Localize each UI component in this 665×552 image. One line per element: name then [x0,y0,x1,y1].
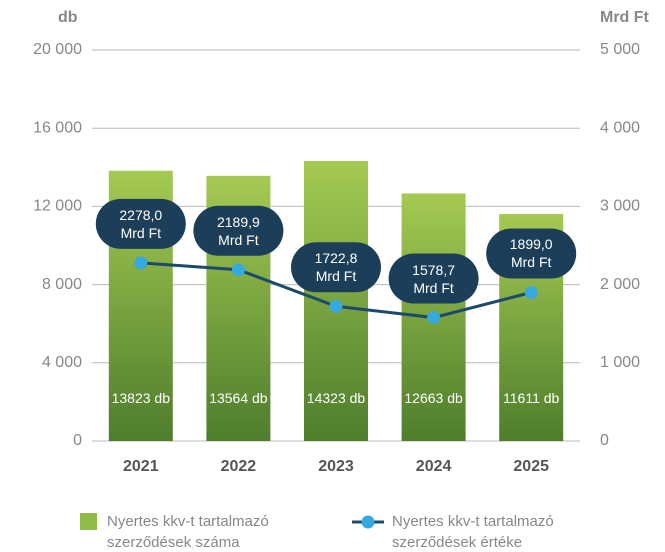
legend-label: Nyertes kkv-t tartalmazó szerződések ért… [392,513,554,551]
line-value-label: 1722,8 Mrd Ft [314,250,358,285]
y2-tick-label: 1 000 [600,354,640,371]
y-tick-label: 0 [73,432,82,449]
line-value-label: 1899,0 Mrd Ft [509,236,553,271]
y2-tick-label: 5 000 [600,41,640,58]
x-tick-label: 2022 [221,458,257,475]
y-tick-label: 20 000 [33,41,82,58]
line-marker [231,263,245,277]
y2-tick-label: 2 000 [600,276,640,293]
y-axis-label: db [58,9,78,26]
bar-value-label: 13823 db [111,390,170,406]
y2-tick-label: 0 [600,432,609,449]
bar-value-label: 12663 db [404,390,463,406]
y-tick-label: 16 000 [33,119,82,136]
bar-value-label: 13564 db [209,390,268,406]
bar-value-label: 11611 db [503,390,560,406]
y2-tick-label: 3 000 [600,198,640,215]
value-bubble [388,253,479,304]
y2-tick-label: 4 000 [600,119,640,136]
x-tick-label: 2025 [513,458,549,475]
value-bubble [95,198,186,249]
line-marker [427,311,441,325]
line-value-label: 2278,0 Mrd Ft [119,206,163,241]
legend-swatch [80,513,97,530]
y2-axis-label: Mrd Ft [600,9,650,26]
line-value-label: 2189,9 Mrd Ft [216,213,260,248]
y-tick-label: 4 000 [42,354,82,371]
value-bubble [291,242,381,293]
line-value-label: 1578,7 Mrd Ft [412,261,455,296]
legend-label: Nyertes kkv-t tartalmazó szerződések szá… [107,513,269,551]
bar-value-label: 14323 db [306,390,366,406]
y-tick-label: 8 000 [42,276,82,293]
y-tick-label: 12 000 [33,198,82,215]
x-tick-label: 2021 [123,458,159,475]
x-tick-label: 2023 [318,458,354,475]
line-marker [329,299,343,313]
line-marker [524,285,538,299]
value-bubble [486,228,577,279]
x-tick-label: 2024 [416,458,452,475]
line-marker [134,256,148,270]
legend-marker [361,515,375,529]
value-bubble [193,205,284,256]
